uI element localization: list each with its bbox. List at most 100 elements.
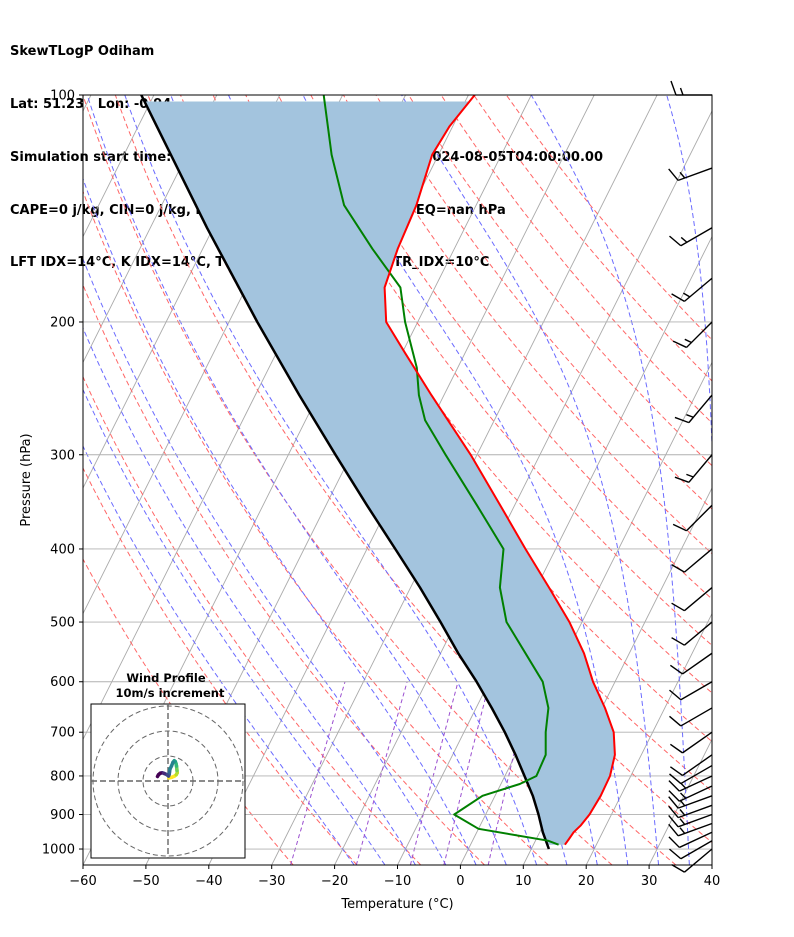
dry-adiabat-line [408,95,712,467]
y-tick-label: 600 [50,675,75,690]
temperature-profile-line [383,95,616,846]
wind-barb-flag [672,340,687,349]
wind-barb [668,785,713,802]
dry-adiabat-line [375,95,712,510]
dry-adiabat-line [83,375,422,865]
wind-barb-half-flag [686,414,694,418]
wind-barb [674,394,713,424]
hodograph-trace-segment [155,773,161,779]
dewpoint-profile-line [322,95,559,846]
wind-barb-flag [669,715,682,727]
title-station: SkewTLogP Odiham [10,44,155,60]
wind-barb-flag [668,796,679,809]
wind-barb-staff [677,813,713,828]
x-tick-label: −20 [321,874,348,889]
y-axis-label: Pressure (hPa) [19,433,34,526]
wind-barb-staff [677,822,713,837]
moist-adiabat-line [83,326,416,865]
isotherm-line [334,109,712,865]
mixing-ratio-line [409,681,459,865]
wind-barb-staff [680,764,713,785]
moist-adiabat-line [401,95,659,865]
wind-barb-flag [668,823,679,837]
y-tick-label: 1000 [42,843,75,858]
wind-barb [671,621,713,646]
wind-barb [671,277,713,303]
wind-barb-staff [683,621,713,646]
wind-barb-half-flag [679,171,686,179]
hodograph-plot [91,704,245,858]
moist-adiabat-line [83,388,386,865]
isotherm-line [397,235,712,865]
wind-barb-flag [669,235,682,247]
wind-barb-half-flag [686,473,694,478]
wind-barb [672,504,713,532]
wind-barb-half-flag [679,87,684,96]
dry-adiabat-line [440,95,712,424]
wind-barb-staff [683,548,713,573]
dry-adiabat-line [277,95,712,647]
wind-barb-staff [682,754,713,777]
wind-barb-staff [686,321,713,348]
moist-adiabat-line [83,257,447,865]
y-tick-label: 400 [50,542,75,557]
wind-barb [668,831,713,849]
wind-barb [669,681,713,701]
wind-barb-flag [671,293,685,303]
wind-barb-flag [669,773,682,785]
wind-barb [671,548,713,573]
moist-adiabat-line [124,95,538,865]
wind-barb [671,848,713,873]
moist-adiabat-line [302,95,629,865]
dry-adiabat-line [342,95,712,555]
wind-barb-flag [668,168,679,181]
x-axis-label: Temperature (°C) [340,897,453,912]
cape-cin-fill-layer [144,101,615,845]
x-tick-label: −50 [132,874,159,889]
x-tick-label: 30 [641,874,658,889]
y-tick-label: 200 [50,315,75,330]
wind-barb [671,587,713,612]
moist-adiabat-line [86,95,507,865]
wind-barb [668,167,713,182]
moist-adiabat-line [83,445,355,865]
wind-barb-flag [674,416,690,424]
wind-barb-staff [677,804,713,819]
wind-barb-flag [668,836,680,848]
x-tick-label: 20 [578,874,595,889]
wind-barb-staff [680,840,713,860]
wind-barb [669,227,713,247]
wind-barb [669,754,713,777]
isotherm-line [585,612,712,865]
wind-barb [672,321,713,349]
wind-barb [668,804,713,819]
wind-barb-staff [677,167,713,182]
y-tick-label: 300 [50,448,75,463]
isotherm-line [459,361,712,865]
wind-barb [669,707,713,727]
wind-barb-flag [668,805,679,819]
mixing-ratio-line [355,681,408,865]
dry-adiabat-line [147,95,712,844]
wind-barb-staff [688,454,713,483]
wind-barb [668,822,713,837]
x-tick-label: 10 [515,874,532,889]
wind-barb-flag [668,814,679,828]
wind-barb-flag [671,602,685,612]
wind-barb [674,454,713,483]
moist-adiabat-line [83,177,477,865]
mixing-ratio-line [443,681,491,865]
wind-barb-staff [680,707,713,727]
isotherm-line [83,95,218,364]
wind-barb [669,764,713,785]
wind-barb-flag [669,689,682,701]
parcel-profile-line [140,95,551,850]
wind-barb-staff [679,785,713,802]
dry-adiabat-line [83,283,485,865]
wind-barb-half-flag [680,236,688,243]
wind-barb-half-flag [684,338,692,344]
wind-barb-staff [679,775,713,792]
isotherm-line [83,95,92,112]
x-tick-label: 40 [704,874,721,889]
